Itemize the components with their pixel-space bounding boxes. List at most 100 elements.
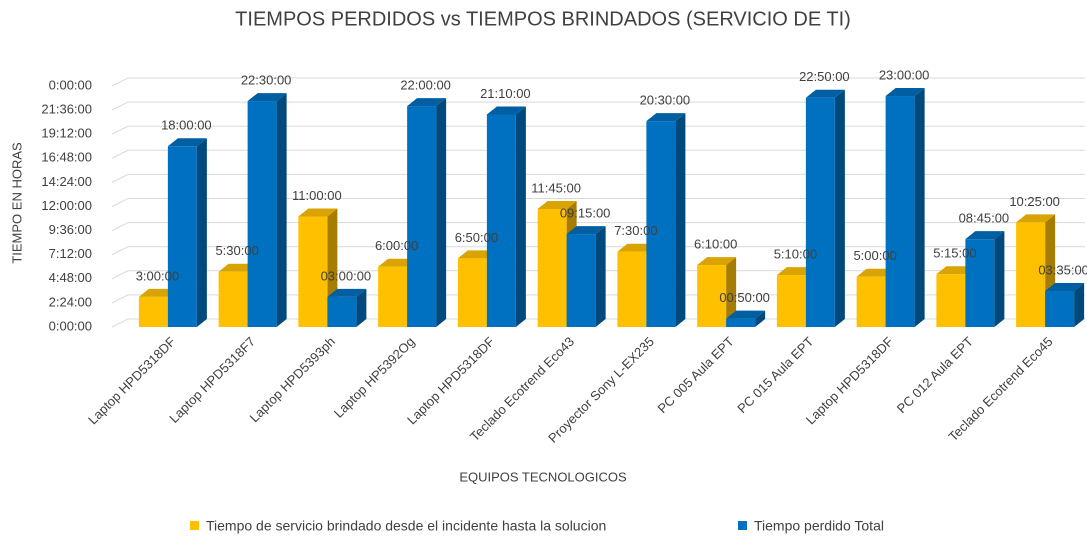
- bar: [566, 234, 596, 327]
- grid-line: [111, 101, 1085, 111]
- bar: [407, 106, 437, 327]
- value-label: 20:30:00: [640, 93, 691, 108]
- bar: [776, 275, 806, 327]
- value-label: 6:50:00: [455, 230, 498, 245]
- bar-top: [1045, 283, 1085, 292]
- legend-label: Tiempo perdido Total: [754, 518, 884, 534]
- bar-top: [885, 88, 925, 97]
- x-tick-label: Laptop HPD5318DF: [803, 334, 896, 427]
- y-tick-label: 19:12:00: [41, 126, 92, 141]
- legend-swatch: [190, 521, 199, 530]
- value-label: 22:30:00: [241, 73, 292, 88]
- bar: [1045, 291, 1075, 327]
- bar-top: [486, 106, 526, 115]
- bar-side: [675, 113, 686, 327]
- grid-line: [111, 270, 1085, 280]
- bar-side: [356, 288, 367, 327]
- bar-top: [697, 257, 737, 266]
- bar-top: [726, 310, 766, 319]
- value-label: 5:00:00: [853, 248, 896, 263]
- value-label: 21:10:00: [480, 86, 531, 101]
- value-label: 5:15:00: [933, 246, 976, 261]
- bar-top: [327, 288, 367, 297]
- bar-top: [566, 226, 606, 235]
- bar: [965, 239, 995, 327]
- bar-top: [965, 231, 1005, 240]
- x-tick-label: PC 005 Aula EPT: [655, 334, 737, 416]
- grid-line: [111, 198, 1085, 207]
- bar: [885, 96, 915, 328]
- bar-side: [834, 89, 845, 328]
- bar-top: [407, 98, 447, 107]
- value-label: 10:25:00: [1009, 194, 1060, 209]
- bar-side: [994, 231, 1005, 327]
- bar: [378, 266, 408, 327]
- bar-side: [914, 88, 925, 328]
- bar: [805, 97, 835, 328]
- grid-line: [111, 318, 1085, 328]
- value-label: 6:00:00: [375, 238, 418, 253]
- chart-title: TIEMPOS PERDIDOS vs TIEMPOS BRINDADOS (S…: [235, 8, 851, 30]
- x-tick-label: Laptop HPD5318DF: [404, 334, 497, 427]
- bar: [856, 276, 886, 327]
- legend-swatch: [738, 521, 747, 530]
- bar-side: [196, 138, 207, 327]
- bar-side: [595, 226, 606, 327]
- value-label: 11:00:00: [292, 188, 342, 203]
- y-tick-label: 2:24:00: [49, 294, 92, 309]
- bar: [218, 271, 248, 327]
- y-axis-title: TIEMPO EN HORAS: [9, 142, 24, 264]
- x-tick-label: PC 012 Aula EPT: [894, 334, 976, 416]
- y-tick-label: 21:36:00: [41, 102, 92, 117]
- grid-line: [111, 173, 1085, 183]
- bar: [697, 265, 727, 327]
- bar: [247, 101, 277, 327]
- x-axis-title: EQUIPOS TECNOLOGICOS: [459, 469, 627, 484]
- y-tick-label: 7:12:00: [49, 246, 92, 261]
- bar-top: [1016, 214, 1056, 223]
- bar-side: [1074, 283, 1085, 327]
- value-label: 09:15:00: [560, 206, 611, 221]
- value-label: 18:00:00: [161, 118, 212, 133]
- x-tick-label: Laptop HPD5393ph: [247, 334, 338, 425]
- bar: [457, 258, 487, 327]
- value-label: 22:50:00: [799, 69, 850, 84]
- bar: [936, 274, 966, 327]
- x-tick-label: Laptop HP5392Og: [331, 334, 418, 421]
- grid-line: [111, 222, 1085, 232]
- y-tick-label: 0:00:00: [49, 318, 92, 333]
- bar-side: [276, 93, 287, 327]
- grid-line: [111, 294, 1085, 304]
- value-label: 3:00:00: [136, 268, 179, 283]
- grid-line: [111, 77, 1085, 87]
- y-tick-label: 14:24:00: [41, 174, 92, 189]
- value-label: 08:45:00: [959, 211, 1010, 226]
- bar-side: [515, 106, 526, 327]
- value-label: 7:30:00: [614, 223, 657, 238]
- x-tick-label: Laptop HPD5318F7: [166, 334, 258, 426]
- bar: [298, 216, 328, 327]
- bar-top: [247, 93, 287, 102]
- bar: [646, 121, 676, 327]
- y-tick-label: 16:48:00: [41, 150, 92, 165]
- value-label: 03:35:00: [1038, 262, 1087, 277]
- value-label: 5:30:00: [215, 243, 258, 258]
- bar-side: [755, 310, 766, 327]
- bar: [617, 251, 647, 327]
- bar: [138, 296, 168, 327]
- y-tick-label: 9:36:00: [49, 222, 92, 237]
- x-tick-label: Laptop HPD5318DF: [85, 334, 178, 427]
- bar-side: [436, 98, 447, 327]
- x-tick-label: PC 015 Aula EPT: [734, 334, 816, 416]
- bar: [1016, 222, 1046, 327]
- bar-side: [726, 257, 737, 327]
- bar: [726, 318, 756, 327]
- bar: [537, 209, 567, 327]
- bar-top: [298, 208, 338, 217]
- value-label: 03:00:00: [321, 268, 372, 283]
- y-tick-label: 4:48:00: [49, 270, 92, 285]
- value-label: 6:10:00: [694, 237, 737, 252]
- y-tick-label: 12:00:00: [41, 198, 92, 213]
- value-label: 11:45:00: [531, 180, 581, 195]
